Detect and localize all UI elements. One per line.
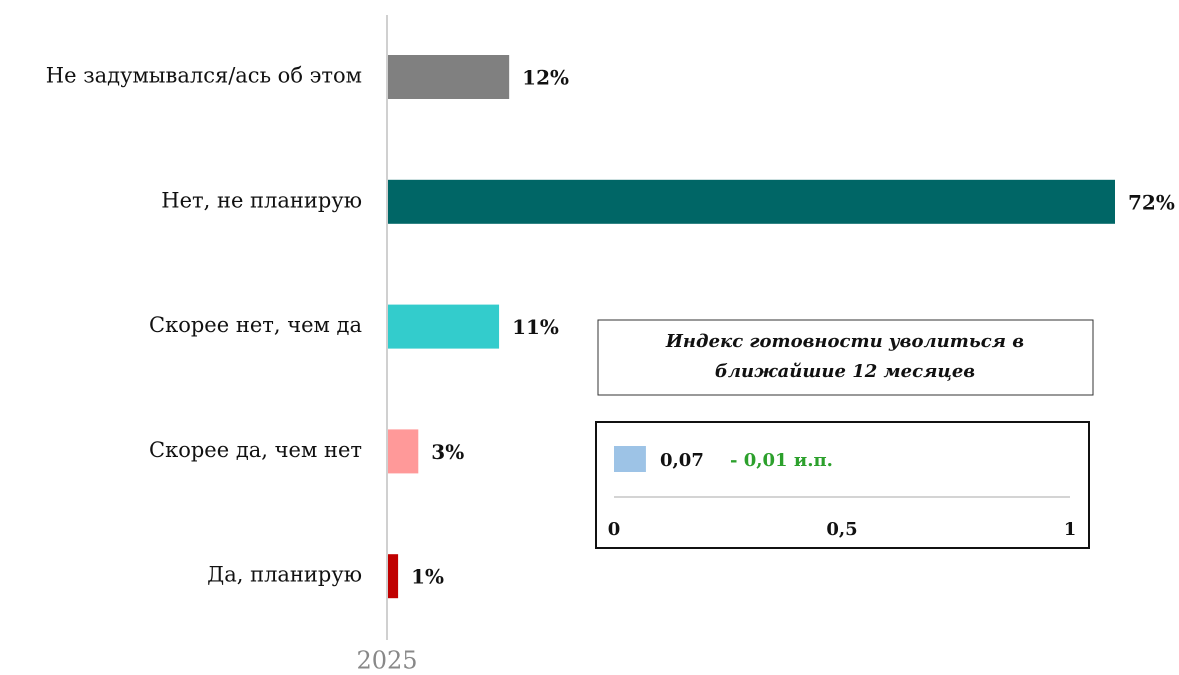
index-title-box <box>597 319 1094 396</box>
bar <box>388 304 500 349</box>
index-title-wrap: Индекс готовности уволиться в ближайшие … <box>665 331 1025 382</box>
category-label: Скорее нет, чем да <box>149 313 362 337</box>
bar <box>388 179 1115 224</box>
x-axis-label: 2025 <box>356 647 417 675</box>
bar <box>388 554 399 599</box>
category-label: Не задумывался/ась об этом <box>46 64 362 88</box>
value-label: 12% <box>522 66 569 90</box>
x-tick-label: 0 <box>608 519 621 540</box>
value-label: 3% <box>431 440 464 464</box>
value-label: 72% <box>1128 190 1175 214</box>
bar <box>388 429 419 474</box>
index-bar <box>614 446 646 472</box>
bar <box>388 55 510 99</box>
index-value-label: 0,07 <box>660 450 704 471</box>
index-box <box>595 421 1090 549</box>
value-label: 11% <box>512 315 559 339</box>
x-tick-label: 0,5 <box>826 519 857 540</box>
index-annotation: - 0,01 и.п. <box>730 450 833 471</box>
category-label: Скорее да, чем нет <box>149 438 362 462</box>
category-label: Да, планирую <box>207 563 362 587</box>
x-tick-label: 1 <box>1064 519 1077 540</box>
category-label: Нет, не планирую <box>161 188 362 212</box>
index-title: Индекс готовности уволиться в ближайшие … <box>665 331 1025 382</box>
value-label: 1% <box>411 565 444 589</box>
